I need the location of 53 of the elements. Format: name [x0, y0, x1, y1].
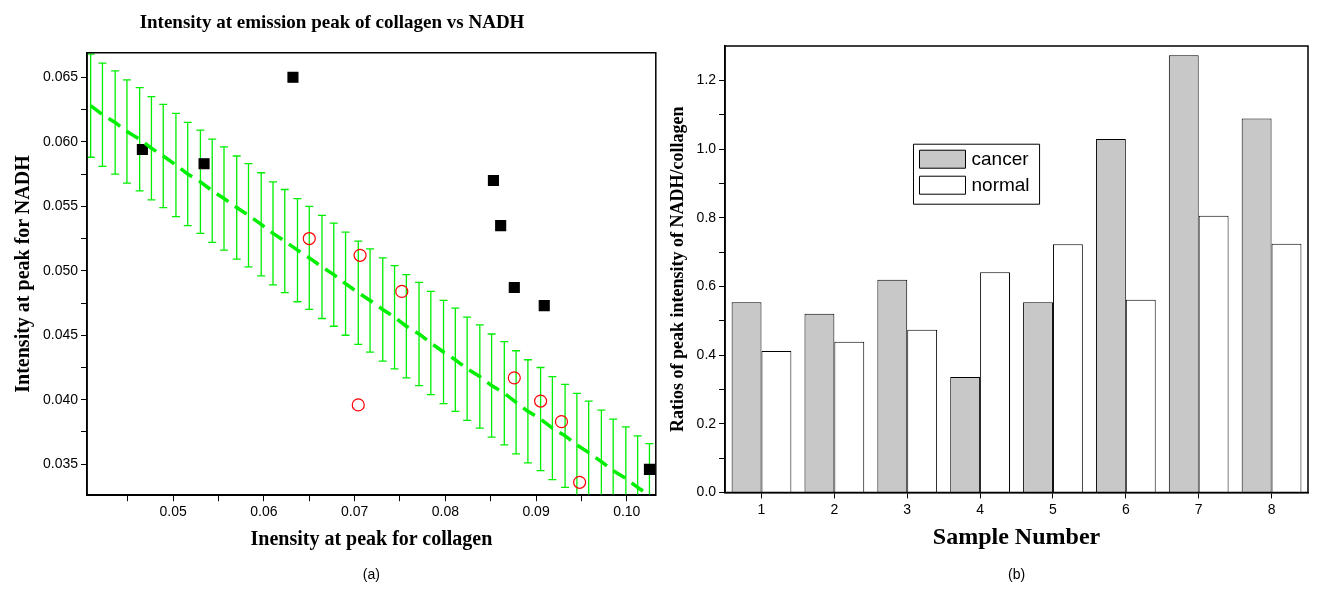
point: [487, 174, 499, 187]
y-axis-title: Ratios of peak intensity of NADH/collagen: [667, 106, 688, 432]
x-tick-label: 3: [903, 500, 912, 517]
x-tick-label: 0.09: [522, 503, 550, 520]
point: [643, 463, 655, 475]
y-tick-label: 0.065: [42, 68, 79, 85]
point: [353, 248, 367, 262]
point: [302, 231, 316, 246]
chart-title: Intensity at emission peak of collagen vs NADH: [139, 11, 525, 33]
point: [198, 158, 210, 170]
x-tick-label: 6: [1121, 500, 1130, 517]
y-tick-label: 1.2: [696, 71, 717, 88]
x-tick-label: 0.10: [613, 503, 641, 520]
point: [507, 371, 521, 385]
y-tick-label: 0.055: [42, 197, 79, 214]
y-tick-label: 0.050: [42, 261, 79, 278]
point: [538, 300, 550, 312]
x-tick-label: 0.05: [159, 503, 188, 520]
x-axis-title: Inensity at peak for collagen: [250, 527, 493, 551]
text: (a): [362, 565, 380, 582]
point: [554, 415, 569, 429]
point: [508, 281, 520, 294]
y-axis-title: Intensity at peak for NADH: [11, 154, 35, 393]
x-tick-label: 7: [1194, 500, 1203, 517]
y-tick-label: 0.0: [696, 483, 717, 500]
point: [287, 71, 299, 83]
text: normal: [971, 174, 1030, 196]
y-tick-label: 0.035: [42, 455, 79, 472]
x-tick-label: 5: [1049, 500, 1058, 517]
y-tick-label: 1.0: [696, 139, 717, 156]
y-tick-label: 0.045: [42, 326, 79, 343]
x-tick-label: 2: [830, 500, 839, 517]
x-tick-label: 4: [976, 500, 985, 517]
x-tick-label: 0.08: [431, 503, 460, 520]
point: [395, 284, 409, 299]
point: [136, 143, 148, 156]
point: [495, 220, 507, 232]
y-tick-label: 0.4: [696, 345, 717, 362]
x-tick-label: 0.06: [250, 503, 278, 520]
x-axis-title: Sample Number: [932, 522, 1101, 549]
x-tick-label: 0.07: [341, 503, 369, 520]
point: [351, 398, 365, 412]
y-tick-label: 0.2: [696, 414, 717, 431]
y-tick-label: 0.060: [42, 132, 79, 149]
text: (b): [1007, 565, 1026, 582]
point: [573, 475, 587, 489]
y-tick-label: 0.8: [696, 208, 717, 225]
x-tick-label: 1: [757, 500, 766, 517]
point: [534, 394, 548, 408]
x-tick-label: 8: [1267, 500, 1276, 517]
y-tick-label: 0.6: [696, 277, 717, 294]
legend-label: cancer: [971, 148, 1030, 170]
y-tick-label: 0.040: [42, 390, 79, 407]
